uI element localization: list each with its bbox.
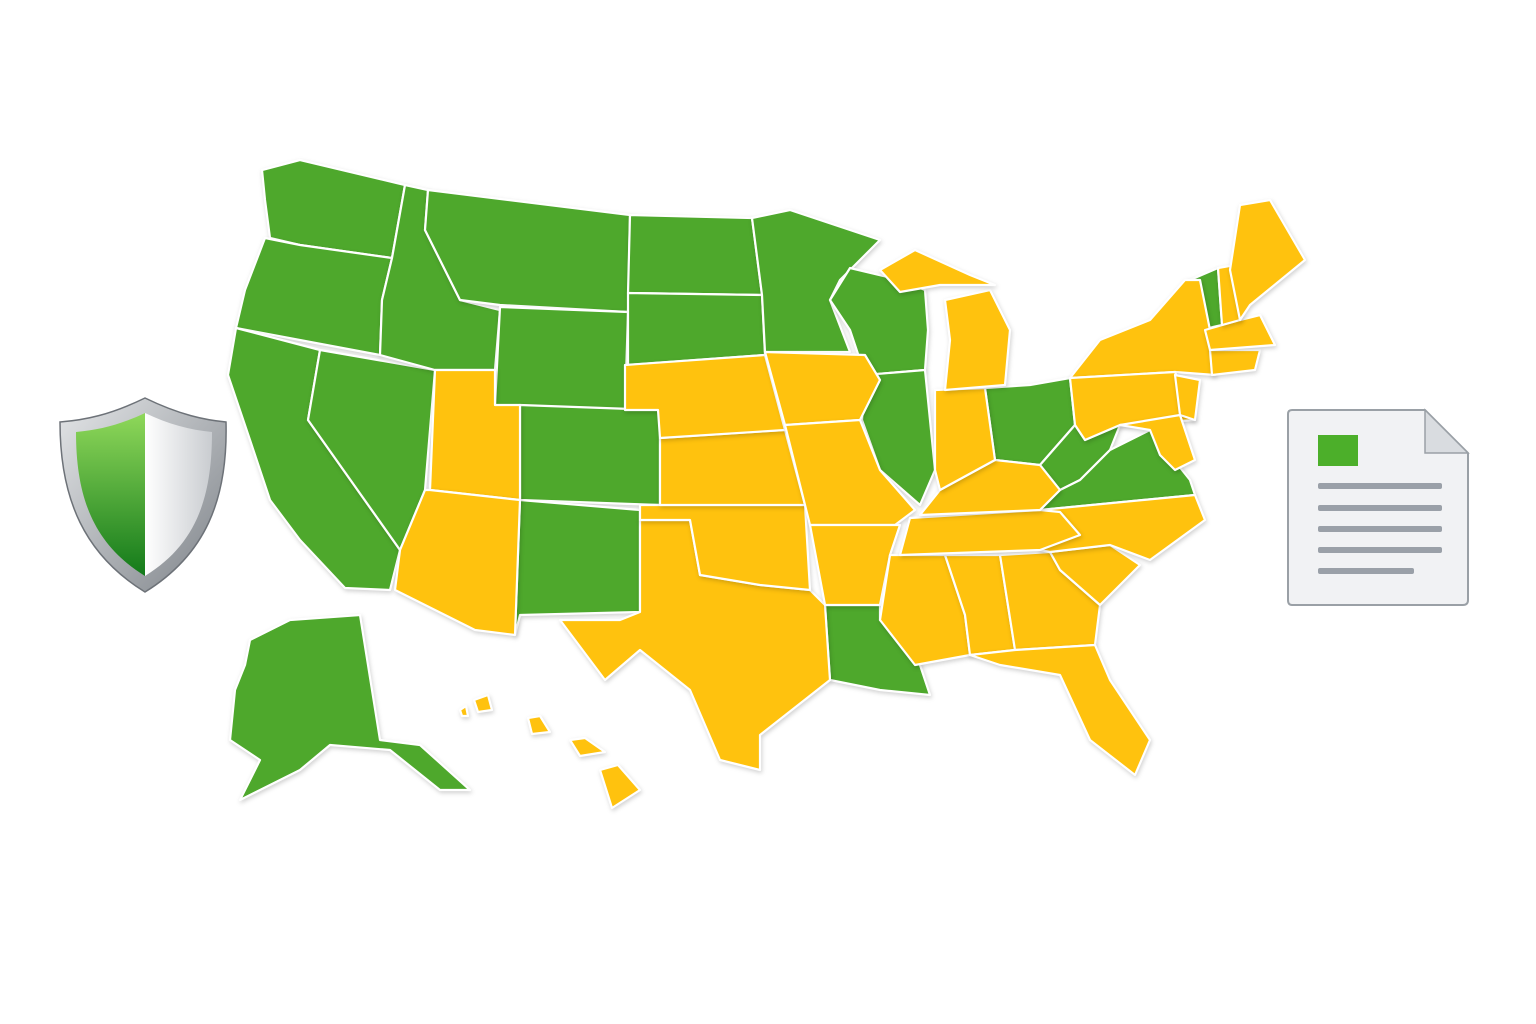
state-md [1118, 413, 1197, 472]
state-ak [228, 613, 472, 802]
state-nd [626, 213, 764, 297]
state-ct [1208, 348, 1262, 377]
state-ok [638, 503, 812, 592]
state-mi_up [878, 248, 997, 294]
state-az [393, 488, 522, 637]
state-sd [626, 291, 767, 367]
states-layer [226, 158, 1307, 810]
state-ks [658, 428, 807, 507]
state-ar [808, 523, 902, 607]
state-il [860, 368, 937, 507]
shield-icon [59, 397, 227, 593]
state-mo [783, 418, 917, 527]
state-la [823, 603, 932, 697]
state-hi2 [526, 714, 552, 736]
document-green-square [1318, 435, 1358, 466]
state-wy [493, 305, 630, 412]
state-nm [513, 498, 642, 637]
state-co [518, 403, 662, 507]
state-hi4 [598, 763, 642, 810]
state-hi1 [472, 693, 494, 714]
state-mt [423, 188, 632, 314]
state-ia [763, 350, 882, 427]
state-hi3 [568, 736, 607, 758]
document-icon [1287, 408, 1470, 606]
state-mi [943, 288, 1012, 392]
state-nj [1173, 373, 1202, 422]
state-me [1228, 198, 1307, 322]
state-hi5 [458, 704, 470, 718]
state-ny [1068, 278, 1217, 380]
state-fl [968, 643, 1152, 777]
